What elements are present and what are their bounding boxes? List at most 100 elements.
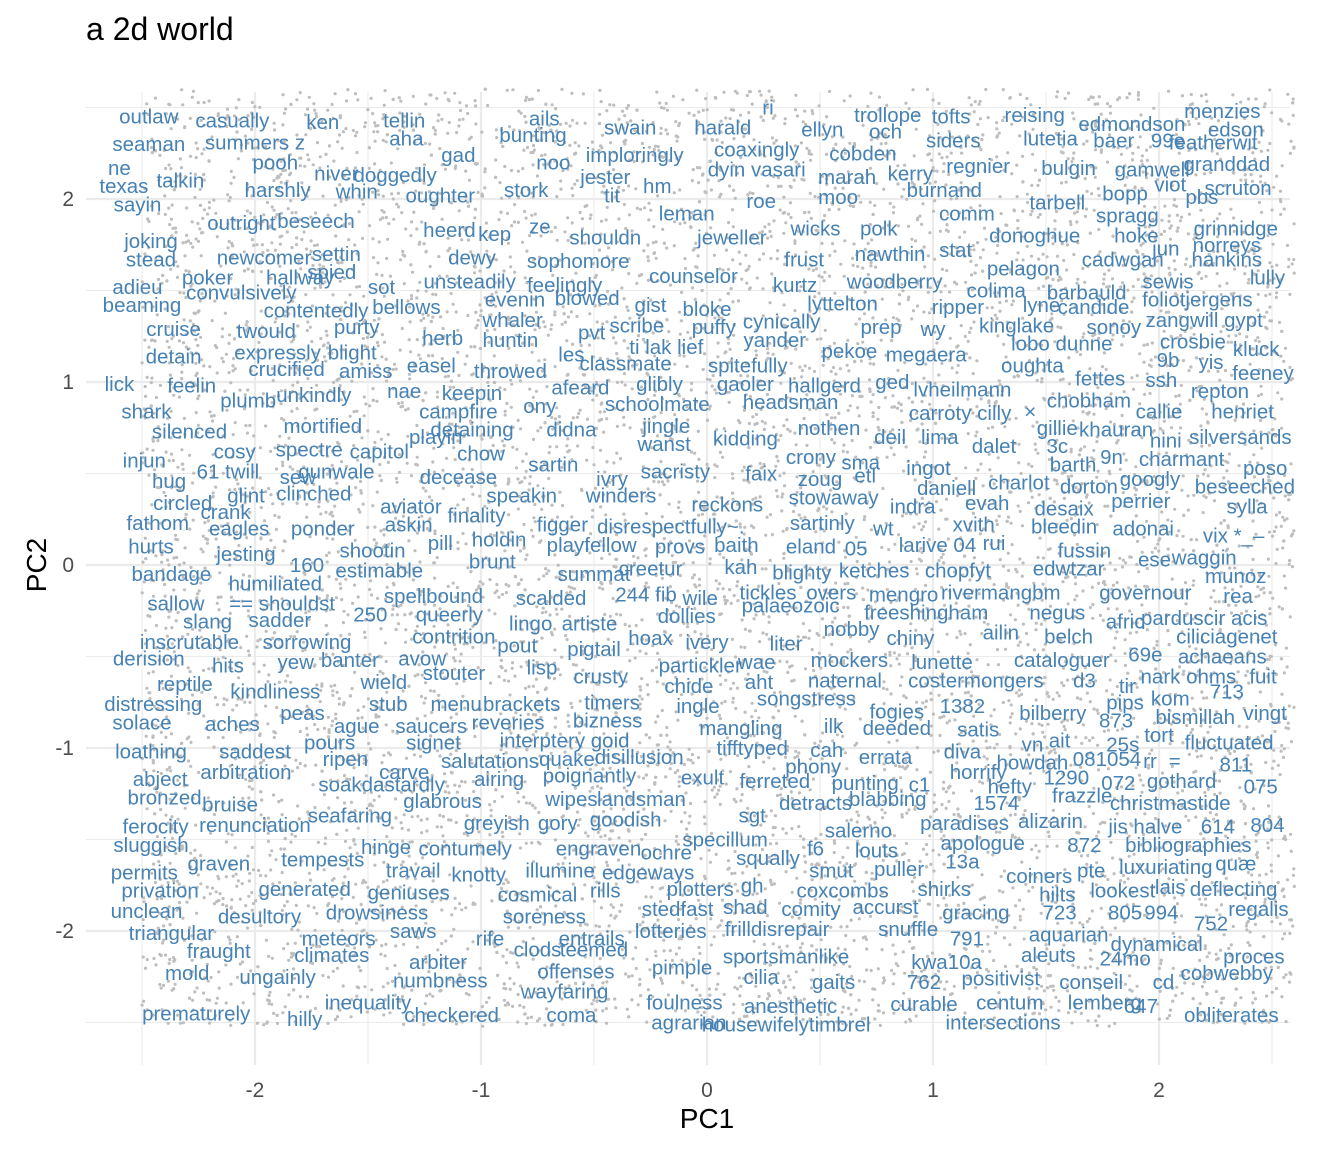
background-point (410, 270, 415, 274)
background-point (1020, 860, 1024, 864)
background-point (573, 141, 577, 145)
background-point (1274, 513, 1278, 517)
background-point (714, 987, 718, 991)
background-point (1193, 232, 1197, 236)
background-point (887, 151, 891, 156)
background-point (381, 117, 385, 121)
background-point (1246, 908, 1250, 913)
background-point (1035, 743, 1039, 747)
background-point (907, 224, 911, 228)
background-point (401, 249, 405, 254)
background-point (860, 776, 864, 780)
background-point (702, 130, 707, 134)
background-point (537, 540, 542, 545)
background-point (1275, 291, 1279, 295)
background-point (689, 758, 693, 763)
background-point (659, 126, 663, 130)
background-point (393, 516, 398, 520)
background-point (271, 502, 275, 506)
background-point (751, 235, 755, 239)
background-point (549, 751, 553, 755)
background-point (1142, 343, 1146, 347)
background-point (1119, 980, 1123, 984)
background-point (431, 460, 435, 464)
background-point (1052, 748, 1056, 752)
background-point (625, 789, 629, 793)
background-point (1132, 296, 1136, 300)
background-point (363, 880, 368, 884)
background-point (830, 438, 834, 442)
background-point (1010, 543, 1014, 547)
background-point (368, 224, 372, 228)
background-point (229, 169, 233, 173)
background-point (822, 635, 826, 639)
background-point (996, 1002, 1000, 1006)
background-point (1135, 984, 1139, 988)
background-point (207, 99, 211, 103)
background-point (1257, 368, 1262, 372)
background-point (643, 206, 647, 210)
background-point (1181, 280, 1185, 284)
background-point (205, 885, 209, 889)
background-point (1289, 849, 1293, 853)
background-point (537, 577, 541, 581)
background-point (1129, 707, 1133, 711)
background-point (917, 898, 922, 903)
background-point (770, 95, 774, 99)
background-point (1262, 1008, 1266, 1012)
background-point (628, 426, 632, 430)
background-point (654, 720, 658, 724)
background-point (665, 725, 669, 730)
background-point (201, 550, 205, 554)
background-point (615, 424, 620, 428)
background-point (859, 200, 863, 204)
background-point (997, 991, 1001, 995)
background-point (801, 120, 805, 124)
background-point (1268, 591, 1272, 595)
background-point (1269, 863, 1273, 867)
background-point (307, 617, 311, 622)
background-point (1088, 605, 1092, 610)
background-point (662, 270, 667, 275)
background-point (1199, 208, 1203, 212)
background-point (425, 817, 429, 821)
background-point (1201, 218, 1205, 222)
background-point (772, 175, 776, 179)
background-point (1020, 524, 1025, 528)
background-point (933, 257, 937, 261)
background-point (578, 699, 582, 703)
background-point (1272, 759, 1276, 763)
background-point (583, 121, 587, 125)
background-point (202, 100, 206, 105)
background-point (1283, 346, 1288, 350)
background-point (921, 701, 925, 705)
background-point (189, 851, 193, 855)
background-point (218, 571, 222, 575)
background-point (911, 922, 915, 926)
background-point (453, 783, 457, 787)
background-point (1172, 259, 1176, 263)
background-point (1009, 521, 1013, 525)
background-point (1245, 955, 1249, 959)
background-point (1147, 766, 1151, 770)
background-point (1037, 303, 1041, 307)
background-point (892, 453, 896, 457)
background-point (569, 570, 573, 574)
background-point (733, 985, 737, 989)
background-point (668, 740, 672, 744)
background-point (1272, 185, 1276, 189)
background-point (1256, 292, 1260, 296)
background-point (685, 364, 689, 369)
background-point (505, 948, 509, 952)
background-point (680, 693, 684, 697)
background-point (853, 743, 857, 747)
background-point (767, 860, 771, 864)
background-point (348, 293, 352, 297)
background-point (690, 381, 694, 385)
background-point (1164, 404, 1169, 408)
background-point (512, 220, 517, 224)
background-point (730, 472, 735, 476)
background-point (926, 954, 930, 959)
background-point (322, 355, 326, 359)
